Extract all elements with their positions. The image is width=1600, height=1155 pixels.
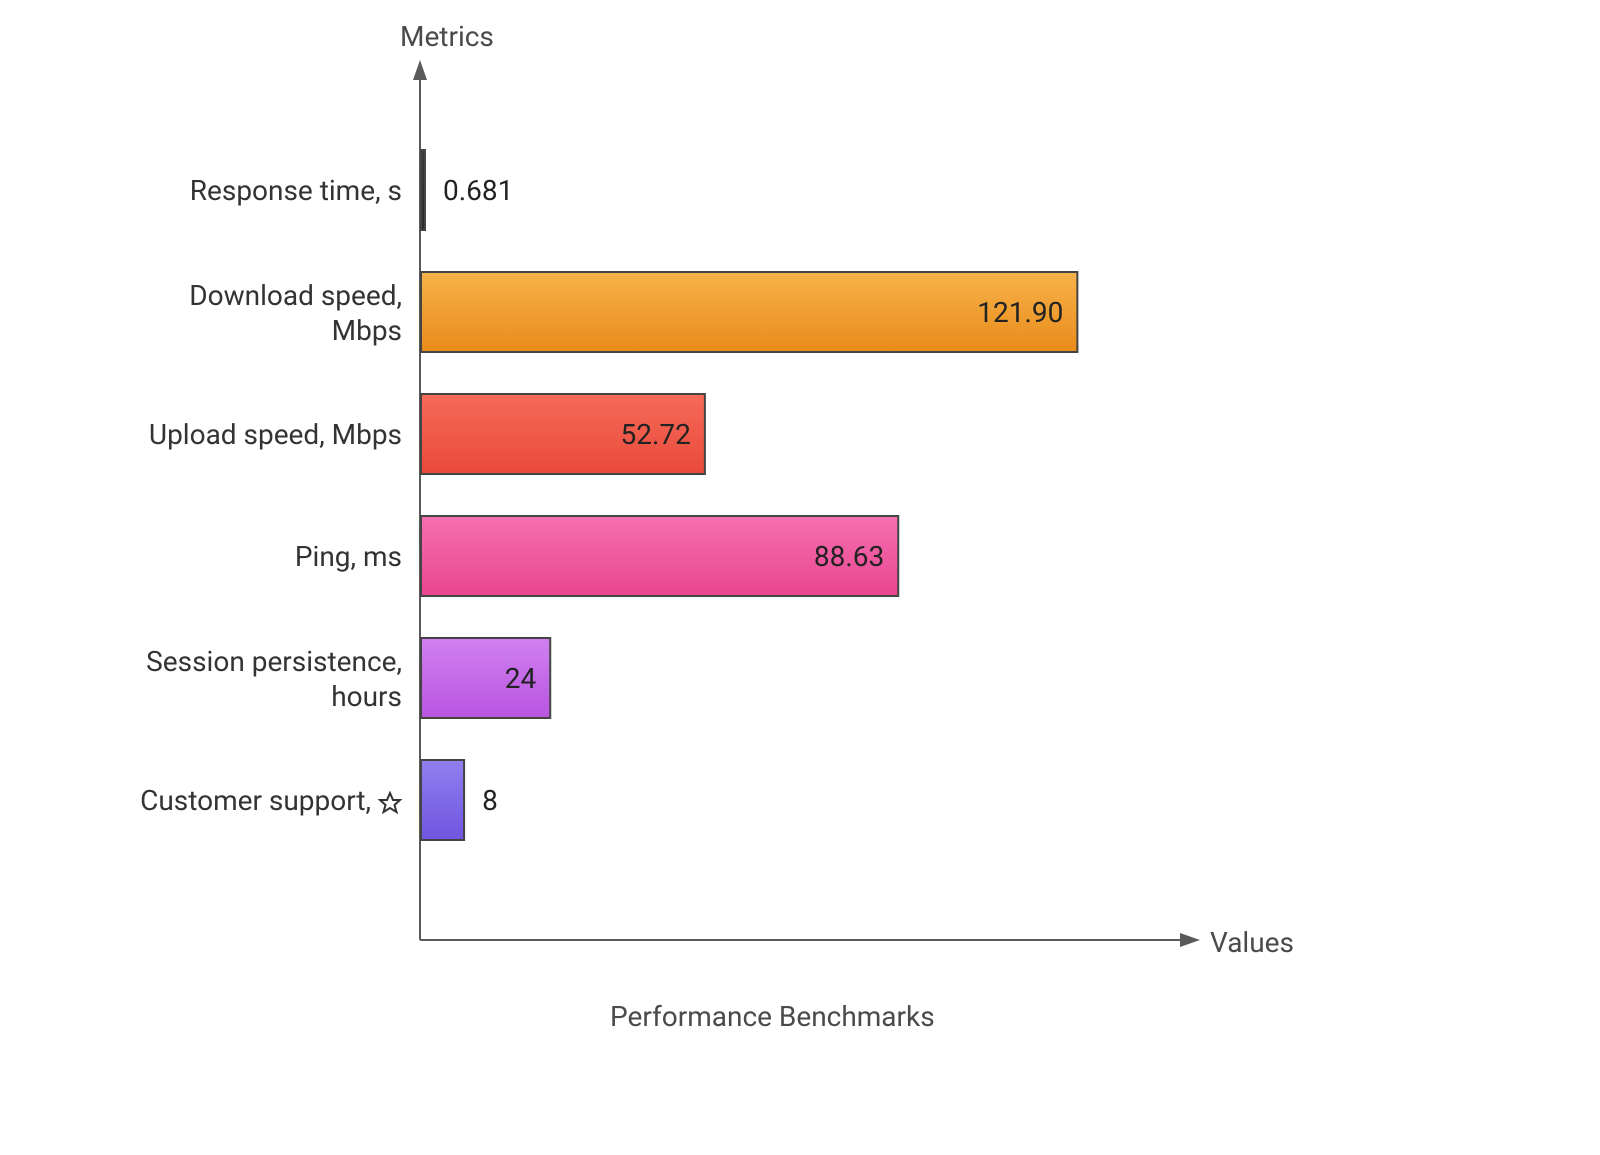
x-axis-arrow	[1180, 933, 1200, 947]
bar-label-3: Ping, ms	[102, 539, 402, 574]
chart-container: Metrics Values Performance Benchmarks Re…	[80, 20, 1360, 1040]
bar-value-4: 24	[505, 662, 536, 695]
bar-0	[421, 150, 425, 230]
bar-label-1: Download speed,Mbps	[102, 278, 402, 348]
bar-value-2: 52.72	[621, 418, 691, 451]
y-axis-arrow	[413, 60, 427, 80]
bar-label-0: Response time, s	[102, 173, 402, 208]
bar-value-3: 88.63	[814, 540, 884, 573]
bar-5	[421, 760, 464, 840]
bar-value-0: 0.681	[443, 174, 513, 207]
bar-label-4: Session persistence,hours	[102, 644, 402, 714]
bar-value-5: 8	[482, 784, 498, 817]
bar-value-1: 121.90	[977, 296, 1063, 329]
bar-label-5: Customer support,	[102, 783, 402, 818]
bar-label-2: Upload speed, Mbps	[102, 417, 402, 452]
bars-group	[421, 150, 1077, 840]
star-icon	[378, 791, 402, 815]
